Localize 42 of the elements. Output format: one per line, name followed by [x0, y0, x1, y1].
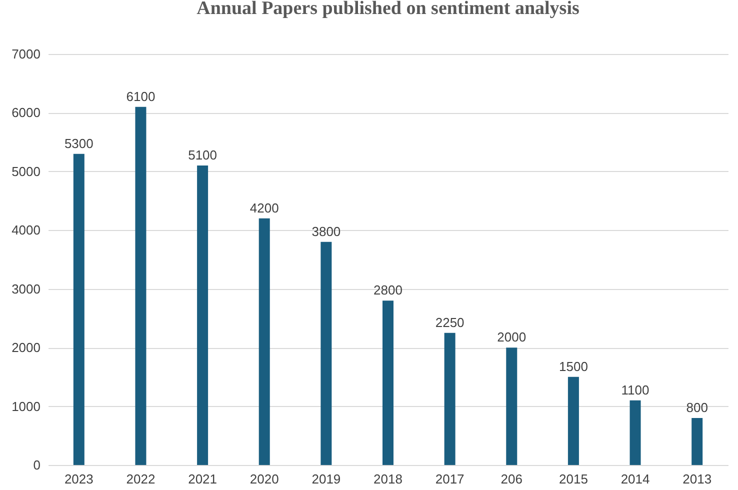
bar: [630, 400, 641, 465]
x-tick-label: 2019: [312, 472, 341, 486]
bar: [73, 154, 84, 465]
bar: [382, 300, 394, 465]
x-tick-label: 2018: [374, 472, 402, 486]
bar: [135, 106, 146, 465]
x-tick-label: 2023: [64, 472, 94, 486]
data-label: 2250: [435, 314, 464, 330]
bar: [506, 348, 518, 465]
data-label: 5100: [188, 148, 218, 163]
x-tick-label: 206: [500, 472, 522, 486]
y-tick-label: 3000: [12, 281, 40, 296]
data-label: 800: [686, 400, 708, 416]
bar: [444, 332, 456, 465]
data-label: 3800: [312, 224, 341, 239]
x-tick-label: 2017: [435, 472, 464, 486]
data-label: 5300: [64, 136, 94, 151]
y-tick-label: 7000: [12, 46, 40, 62]
bar: [258, 218, 270, 465]
x-tick-label: 2020: [250, 472, 279, 486]
data-label: 2000: [497, 330, 526, 345]
bar: [568, 376, 579, 465]
data-label: 1100: [621, 382, 650, 398]
y-tick-label: 1000: [12, 398, 40, 414]
x-tick-label: 2014: [620, 472, 650, 486]
y-tick-label: 6000: [12, 105, 40, 120]
data-label: 2800: [374, 282, 402, 298]
x-tick-label: 2021: [188, 472, 218, 486]
y-tick-label: 5000: [12, 164, 40, 179]
data-label: 6100: [126, 88, 156, 104]
y-tick-label: 2000: [12, 340, 40, 356]
bar: [692, 418, 703, 465]
y-tick-label: 4000: [12, 222, 40, 238]
x-tick-label: 2015: [558, 472, 588, 486]
bar: [320, 242, 332, 465]
chart-title: Annual Papers published on sentiment analysis: [196, 0, 580, 19]
y-tick-label: 0: [33, 458, 40, 472]
data-label: 4200: [250, 200, 279, 216]
x-tick-label: 2022: [126, 472, 156, 486]
bar: [197, 166, 208, 465]
data-label: 1500: [558, 358, 588, 374]
x-tick-label: 2013: [682, 472, 712, 486]
